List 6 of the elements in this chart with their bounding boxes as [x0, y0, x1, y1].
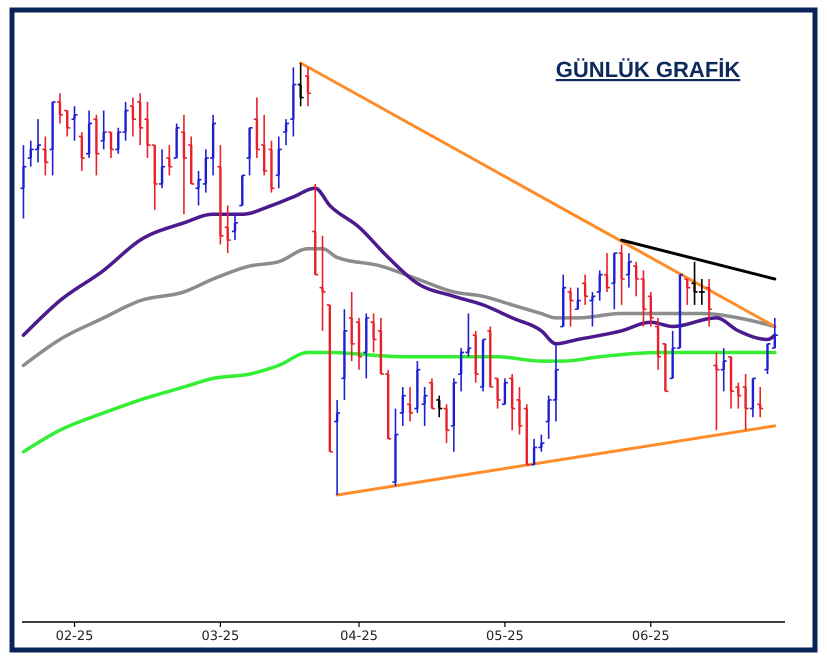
- x-tick-label: 04-25: [340, 629, 378, 644]
- chart-title: GÜNLÜK GRAFİK: [556, 57, 740, 82]
- x-tick-label: 03-25: [202, 629, 240, 644]
- x-tick-label: 06-25: [632, 629, 670, 644]
- x-tick-label: 02-25: [56, 629, 94, 644]
- x-tick-label: 05-25: [486, 629, 524, 644]
